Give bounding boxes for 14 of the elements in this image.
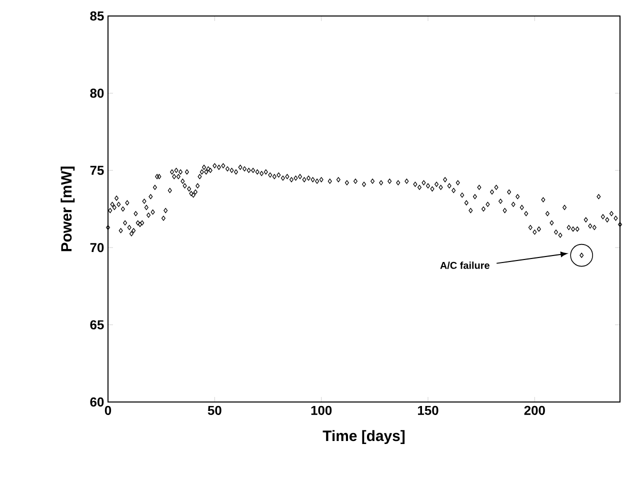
x-tick-label: 100 bbox=[311, 406, 332, 415]
annotation: A/C failure bbox=[440, 262, 490, 270]
y-tick-label: 65 bbox=[90, 320, 104, 330]
x-axis-title: Time [days] bbox=[322, 430, 405, 444]
y-tick-label: 60 bbox=[90, 397, 104, 407]
x-tick-label: 50 bbox=[208, 406, 222, 415]
x-tick-label: 200 bbox=[524, 406, 545, 415]
x-tick-label: 0 bbox=[104, 406, 112, 415]
y-tick-label: 75 bbox=[90, 166, 104, 175]
y-tick-label: 80 bbox=[90, 88, 104, 98]
y-axis-title: Power [mW] bbox=[60, 166, 75, 252]
x-tick-label: 150 bbox=[418, 406, 438, 415]
y-tick-label: 85 bbox=[90, 11, 104, 21]
y-tick-label: 70 bbox=[90, 243, 104, 252]
